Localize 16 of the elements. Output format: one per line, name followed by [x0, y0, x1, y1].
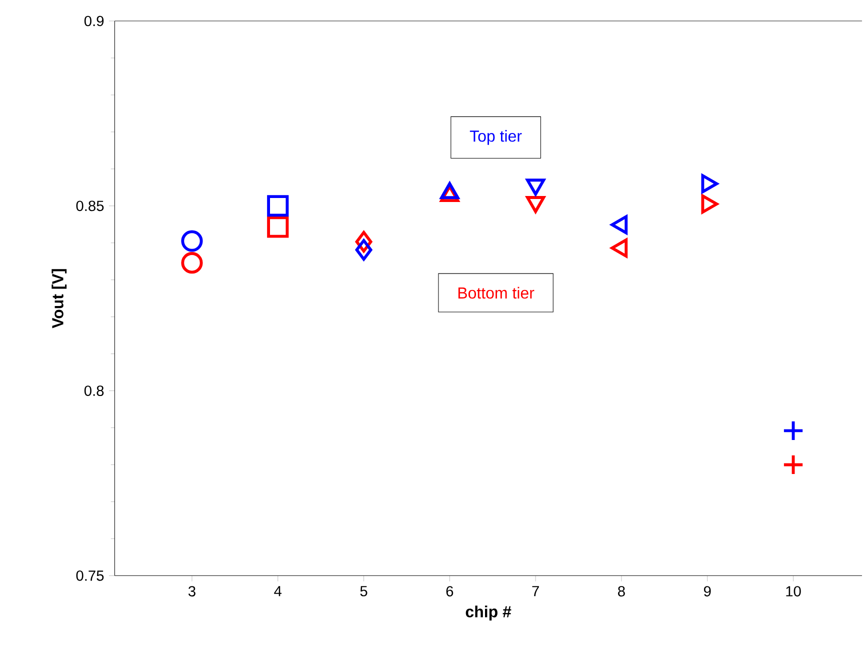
x-axis-title: chip # [466, 606, 512, 621]
x-tick-label: 8 [618, 586, 625, 597]
x-tick-label: 3 [188, 586, 196, 597]
x-tick-label: 6 [446, 586, 454, 597]
x-tick-label: 10 [786, 586, 801, 597]
x-tick-label: 5 [360, 586, 368, 596]
x-tick-label: 4 [274, 586, 282, 596]
y-tick-label: 0.85 [76, 200, 104, 212]
annotation: Top tier [470, 130, 522, 146]
x-tick-label: 9 [704, 586, 711, 597]
y-tick-label: 0.75 [76, 570, 104, 582]
y-tick-label: 0.8 [84, 386, 104, 396]
y-axis-title: Vout [V] [52, 269, 67, 328]
y-tick-label: 0.9 [84, 16, 104, 26]
annotation: Bottom tier [458, 287, 534, 299]
x-tick-label: 7 [532, 586, 539, 596]
